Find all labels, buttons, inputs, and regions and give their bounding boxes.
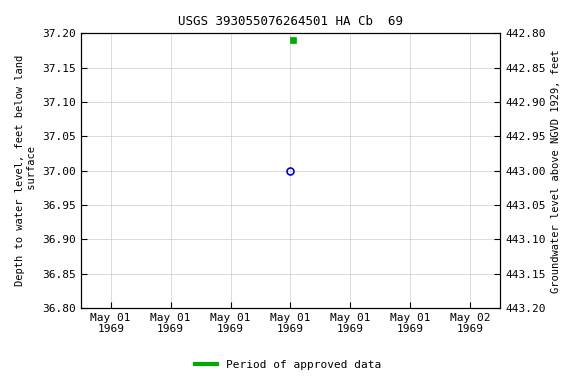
Y-axis label: Groundwater level above NGVD 1929, feet: Groundwater level above NGVD 1929, feet xyxy=(551,49,561,293)
Y-axis label: Depth to water level, feet below land
 surface: Depth to water level, feet below land su… xyxy=(15,55,37,286)
Title: USGS 393055076264501 HA Cb  69: USGS 393055076264501 HA Cb 69 xyxy=(178,15,403,28)
Legend: Period of approved data: Period of approved data xyxy=(191,356,385,375)
